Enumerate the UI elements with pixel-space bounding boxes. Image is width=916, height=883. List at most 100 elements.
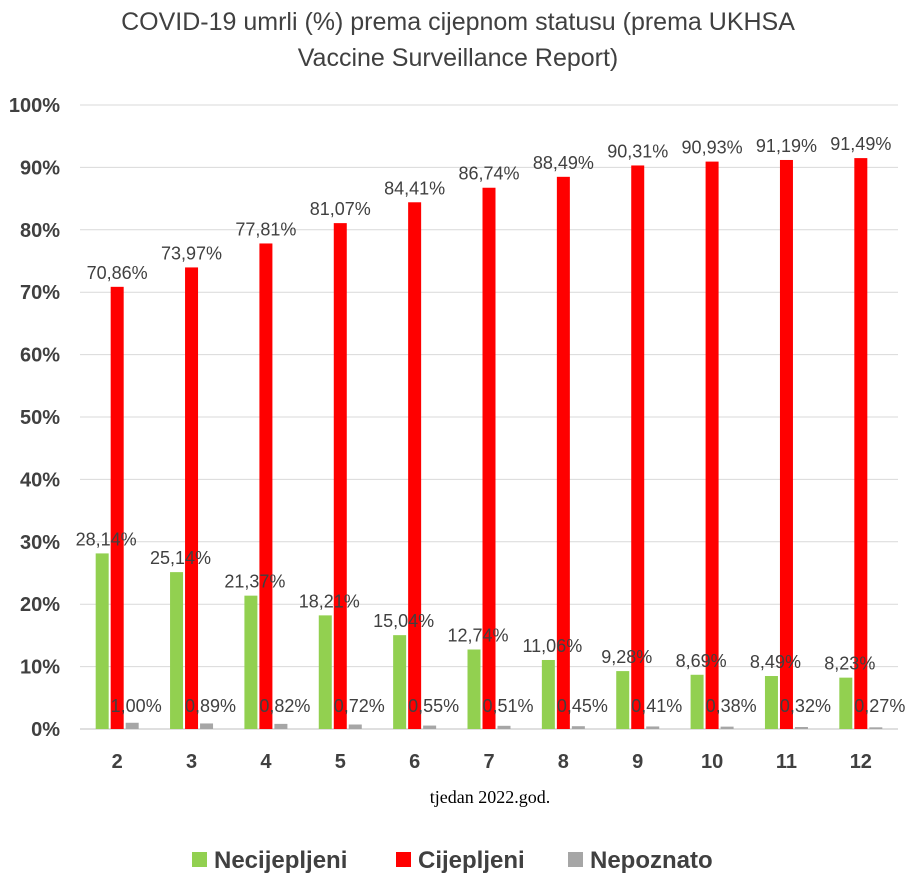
y-tick-label: 70% (20, 282, 60, 304)
x-tick-label: 9 (632, 751, 643, 773)
bar-necijepljeni-week-10 (690, 674, 704, 729)
y-tick-label: 30% (20, 532, 60, 554)
x-tick-label: 4 (260, 751, 272, 773)
bar-necijepljeni-week-5 (318, 615, 332, 729)
data-label-necijepljeni: 9,28% (601, 647, 652, 667)
bar-necijepljeni-week-8 (541, 659, 555, 729)
bar-nepoznato-week-7 (497, 725, 511, 729)
bar-cijepljeni-week-12 (854, 158, 868, 729)
data-label-necijepljeni: 8,69% (676, 651, 727, 671)
x-axis-label: tjedan 2022.god. (430, 787, 550, 807)
data-label-cijepljeni: 88,49% (533, 153, 594, 173)
data-label-necijepljeni: 25,14% (150, 548, 211, 568)
bars (95, 158, 883, 730)
legend-label-nepoznato: Nepoznato (590, 847, 713, 874)
data-label-nepoznato: 0,89% (185, 696, 236, 716)
y-tick-label: 80% (20, 220, 60, 242)
data-label-nepoznato: 0,55% (408, 696, 459, 716)
data-label-necijepljeni: 28,14% (76, 529, 137, 549)
data-label-nepoznato: 0,72% (334, 696, 385, 716)
y-axis-ticks: 0% 10% 20% 30% 40% 50% 60% 70% 80% 90% 100% (9, 95, 60, 741)
data-label-necijepljeni: 15,04% (373, 611, 434, 631)
bar-cijepljeni-week-3 (185, 267, 199, 729)
y-tick-label: 0% (31, 719, 60, 741)
data-label-cijepljeni: 70,86% (87, 263, 148, 283)
y-tick-label: 50% (20, 407, 60, 429)
data-label-nepoznato: 0,41% (631, 696, 682, 716)
data-label-cijepljeni: 84,41% (384, 178, 445, 198)
bar-necijepljeni-week-4 (244, 595, 258, 729)
bar-necijepljeni-week-9 (616, 671, 630, 729)
data-label-cijepljeni: 81,07% (310, 199, 371, 219)
bar-cijepljeni-week-4 (259, 243, 273, 729)
data-label-nepoznato: 0,82% (259, 696, 310, 716)
data-labels: 28,14% 25,14% 21,37% 18,21% 15,04% 12,74% 11,0… (76, 134, 906, 716)
chart-title-line-2: Vaccine Surveillance Report) (297, 44, 619, 72)
legend-swatch-cijepljeni (396, 852, 411, 867)
x-tick-label: 3 (186, 751, 197, 773)
data-label-necijepljeni: 8,23% (824, 654, 875, 674)
bar-nepoznato-week-8 (571, 726, 585, 729)
x-tick-label: 6 (409, 751, 420, 773)
bar-necijepljeni-week-11 (764, 676, 778, 729)
x-axis-ticks: 2 3 4 5 6 7 8 9 10 11 12 (112, 751, 872, 773)
bar-cijepljeni-week-5 (333, 223, 347, 729)
bar-nepoznato-week-2 (125, 722, 139, 729)
bar-cijepljeni-week-2 (110, 286, 124, 729)
data-label-cijepljeni: 77,81% (235, 219, 296, 239)
data-label-cijepljeni: 91,19% (756, 136, 817, 156)
data-label-necijepljeni: 12,74% (447, 626, 508, 646)
legend: Necijepljeni Cijepljeni Nepoznato (192, 847, 713, 874)
legend-swatch-necijepljeni (192, 852, 207, 867)
bar-cijepljeni-week-6 (408, 202, 422, 729)
bar-cijepljeni-week-10 (705, 161, 719, 729)
bar-cijepljeni-week-8 (556, 176, 570, 730)
bar-necijepljeni-week-2 (95, 553, 109, 729)
bar-cijepljeni-week-11 (779, 159, 793, 730)
y-tick-label: 40% (20, 469, 60, 491)
data-label-nepoznato: 0,51% (482, 696, 533, 716)
data-label-cijepljeni: 90,31% (607, 141, 668, 161)
bar-nepoznato-week-11 (794, 727, 808, 729)
bar-nepoznato-week-9 (646, 726, 660, 729)
bar-cijepljeni-week-7 (482, 187, 496, 729)
data-label-nepoznato: 0,27% (854, 696, 905, 716)
data-label-nepoznato: 0,38% (706, 696, 757, 716)
data-label-nepoznato: 1,00% (111, 696, 162, 716)
y-tick-label: 10% (20, 657, 60, 679)
bar-nepoznato-week-6 (423, 725, 437, 729)
bar-cijepljeni-week-9 (631, 165, 645, 730)
bar-nepoznato-week-12 (869, 727, 883, 729)
bar-necijepljeni-week-12 (839, 677, 853, 729)
x-tick-label: 10 (701, 751, 723, 773)
bar-necijepljeni-week-6 (393, 635, 407, 729)
bar-nepoznato-week-5 (348, 724, 362, 729)
data-label-nepoznato: 0,32% (780, 696, 831, 716)
data-label-necijepljeni: 21,37% (224, 572, 285, 592)
y-tick-label: 20% (20, 594, 60, 616)
y-tick-label: 90% (20, 157, 60, 179)
y-tick-label: 100% (9, 95, 60, 117)
bar-necijepljeni-week-7 (467, 649, 481, 729)
legend-label-cijepljeni: Cijepljeni (418, 847, 525, 874)
x-tick-label: 5 (335, 751, 346, 773)
legend-swatch-nepoznato (568, 852, 583, 867)
data-label-cijepljeni: 73,97% (161, 243, 222, 263)
bar-nepoznato-week-10 (720, 726, 734, 729)
x-tick-label: 8 (558, 751, 569, 773)
x-tick-label: 7 (483, 751, 494, 773)
data-label-necijepljeni: 8,49% (750, 652, 801, 672)
data-label-cijepljeni: 86,74% (458, 164, 519, 184)
bar-nepoznato-week-4 (274, 723, 288, 729)
data-label-necijepljeni: 11,06% (523, 636, 583, 656)
chart-title: COVID-19 umrli (%) prema cijepnom status… (0, 4, 916, 76)
bar-necijepljeni-week-3 (170, 572, 184, 729)
x-tick-label: 2 (112, 751, 123, 773)
data-label-nepoznato: 0,45% (557, 696, 608, 716)
x-tick-label: 12 (850, 751, 872, 773)
data-label-cijepljeni: 90,93% (682, 138, 743, 158)
legend-label-necijepljeni: Necijepljeni (214, 847, 347, 874)
bar-nepoznato-week-3 (200, 723, 214, 729)
data-label-necijepljeni: 18,21% (299, 591, 360, 611)
